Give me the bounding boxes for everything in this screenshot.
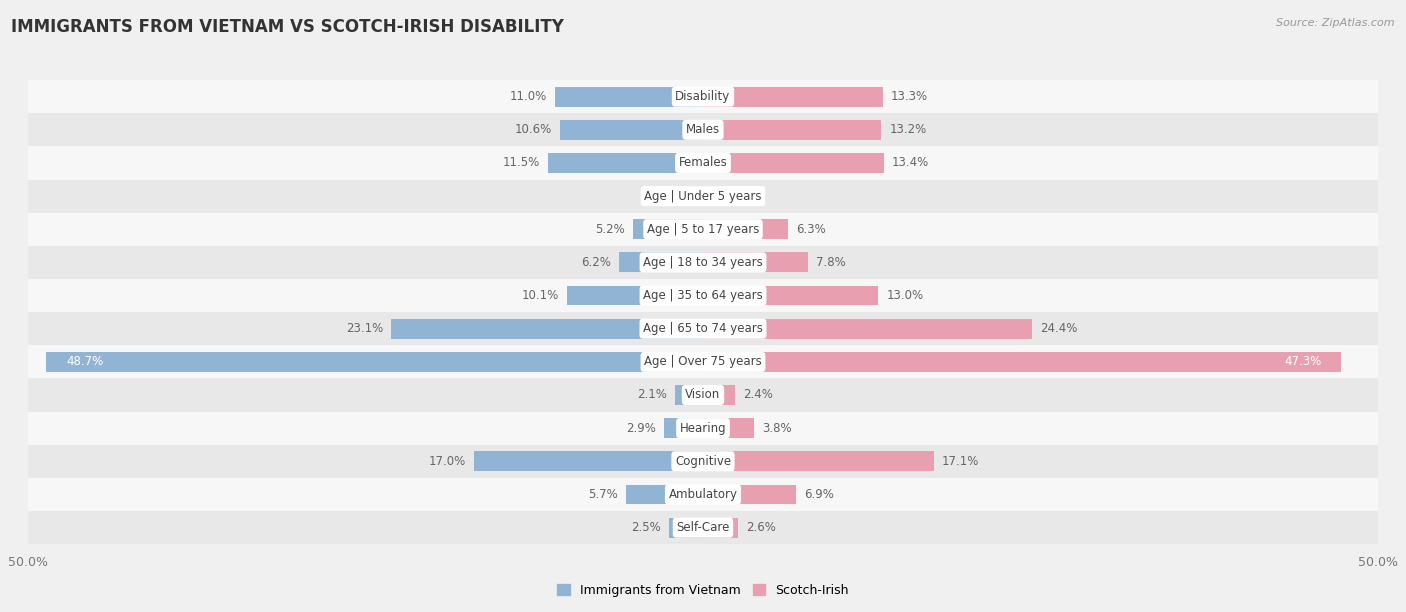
- Bar: [703, 87, 883, 106]
- Bar: [391, 319, 703, 338]
- Bar: [28, 412, 1378, 445]
- Text: 24.4%: 24.4%: [1040, 322, 1078, 335]
- Text: 7.8%: 7.8%: [817, 256, 846, 269]
- Text: 17.1%: 17.1%: [942, 455, 980, 468]
- Text: Source: ZipAtlas.com: Source: ZipAtlas.com: [1277, 18, 1395, 28]
- Bar: [28, 80, 1378, 113]
- Text: 48.7%: 48.7%: [66, 356, 103, 368]
- Bar: [703, 120, 882, 140]
- Bar: [554, 87, 703, 106]
- Text: 6.3%: 6.3%: [796, 223, 825, 236]
- Text: Vision: Vision: [685, 389, 721, 401]
- Text: 13.2%: 13.2%: [889, 123, 927, 136]
- Bar: [703, 219, 787, 239]
- Legend: Immigrants from Vietnam, Scotch-Irish: Immigrants from Vietnam, Scotch-Irish: [553, 579, 853, 602]
- Text: 13.0%: 13.0%: [887, 289, 924, 302]
- Bar: [567, 286, 703, 305]
- Bar: [633, 219, 703, 239]
- Text: Females: Females: [679, 157, 727, 170]
- Text: Hearing: Hearing: [679, 422, 727, 435]
- Bar: [703, 186, 725, 206]
- Bar: [675, 385, 703, 405]
- Text: Ambulatory: Ambulatory: [668, 488, 738, 501]
- Text: 2.6%: 2.6%: [747, 521, 776, 534]
- Bar: [474, 452, 703, 471]
- Text: Age | 5 to 17 years: Age | 5 to 17 years: [647, 223, 759, 236]
- Text: 47.3%: 47.3%: [1284, 356, 1322, 368]
- Bar: [703, 518, 738, 537]
- Bar: [703, 452, 934, 471]
- Text: 23.1%: 23.1%: [346, 322, 382, 335]
- Bar: [28, 246, 1378, 279]
- Bar: [669, 518, 703, 537]
- Text: IMMIGRANTS FROM VIETNAM VS SCOTCH-IRISH DISABILITY: IMMIGRANTS FROM VIETNAM VS SCOTCH-IRISH …: [11, 18, 564, 36]
- Text: Age | 35 to 64 years: Age | 35 to 64 years: [643, 289, 763, 302]
- Text: 10.1%: 10.1%: [522, 289, 558, 302]
- Text: 1.1%: 1.1%: [650, 190, 681, 203]
- Text: 13.3%: 13.3%: [890, 90, 928, 103]
- Bar: [703, 485, 796, 504]
- Text: Self-Care: Self-Care: [676, 521, 730, 534]
- Text: Age | 65 to 74 years: Age | 65 to 74 years: [643, 322, 763, 335]
- Bar: [703, 319, 1032, 338]
- Text: Age | 18 to 34 years: Age | 18 to 34 years: [643, 256, 763, 269]
- Text: 10.6%: 10.6%: [515, 123, 551, 136]
- Bar: [28, 312, 1378, 345]
- Text: 2.5%: 2.5%: [631, 521, 661, 534]
- Text: 6.9%: 6.9%: [804, 488, 834, 501]
- Text: 2.4%: 2.4%: [744, 389, 773, 401]
- Bar: [28, 279, 1378, 312]
- Bar: [703, 385, 735, 405]
- Text: Males: Males: [686, 123, 720, 136]
- Bar: [560, 120, 703, 140]
- Bar: [28, 378, 1378, 412]
- Text: 11.5%: 11.5%: [502, 157, 540, 170]
- Text: Cognitive: Cognitive: [675, 455, 731, 468]
- Text: Age | Over 75 years: Age | Over 75 years: [644, 356, 762, 368]
- Bar: [28, 445, 1378, 478]
- Text: Age | Under 5 years: Age | Under 5 years: [644, 190, 762, 203]
- Bar: [28, 213, 1378, 246]
- Bar: [688, 186, 703, 206]
- Text: 6.2%: 6.2%: [581, 256, 612, 269]
- Bar: [619, 253, 703, 272]
- Bar: [664, 418, 703, 438]
- Bar: [703, 352, 1341, 372]
- Bar: [28, 113, 1378, 146]
- Text: 5.2%: 5.2%: [595, 223, 624, 236]
- Bar: [28, 511, 1378, 544]
- Text: Disability: Disability: [675, 90, 731, 103]
- Text: 1.7%: 1.7%: [734, 190, 763, 203]
- Bar: [703, 253, 808, 272]
- Bar: [703, 153, 884, 173]
- Text: 3.8%: 3.8%: [762, 422, 792, 435]
- Bar: [28, 345, 1378, 378]
- Bar: [28, 179, 1378, 212]
- Bar: [703, 286, 879, 305]
- Bar: [626, 485, 703, 504]
- Bar: [548, 153, 703, 173]
- Bar: [703, 418, 754, 438]
- Text: 2.9%: 2.9%: [626, 422, 655, 435]
- Text: 13.4%: 13.4%: [891, 157, 929, 170]
- Bar: [28, 146, 1378, 179]
- Text: 11.0%: 11.0%: [509, 90, 547, 103]
- Text: 2.1%: 2.1%: [637, 389, 666, 401]
- Text: 17.0%: 17.0%: [429, 455, 465, 468]
- Bar: [45, 352, 703, 372]
- Text: 5.7%: 5.7%: [588, 488, 619, 501]
- Bar: [28, 478, 1378, 511]
